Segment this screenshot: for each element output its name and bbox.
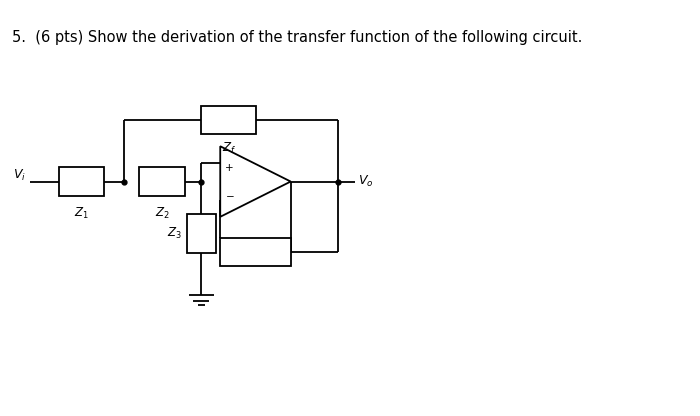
Bar <box>139 167 185 196</box>
Text: $V_o$: $V_o$ <box>358 174 374 189</box>
Bar <box>220 238 290 266</box>
Bar <box>188 214 216 253</box>
Polygon shape <box>220 146 290 217</box>
Text: $-$: $-$ <box>225 190 235 200</box>
Text: +: + <box>225 163 234 173</box>
Text: 5.  (6 pts) Show the derivation of the transfer function of the following circui: 5. (6 pts) Show the derivation of the tr… <box>12 30 582 45</box>
Text: $Z_2$: $Z_2$ <box>155 206 169 221</box>
Bar <box>59 167 104 196</box>
Text: $V_i$: $V_i$ <box>13 168 26 183</box>
Bar <box>202 106 256 134</box>
Text: $Z_3$: $Z_3$ <box>167 226 182 241</box>
Text: $Z_1$: $Z_1$ <box>74 206 89 221</box>
Text: $Z_f$: $Z_f$ <box>222 141 236 156</box>
